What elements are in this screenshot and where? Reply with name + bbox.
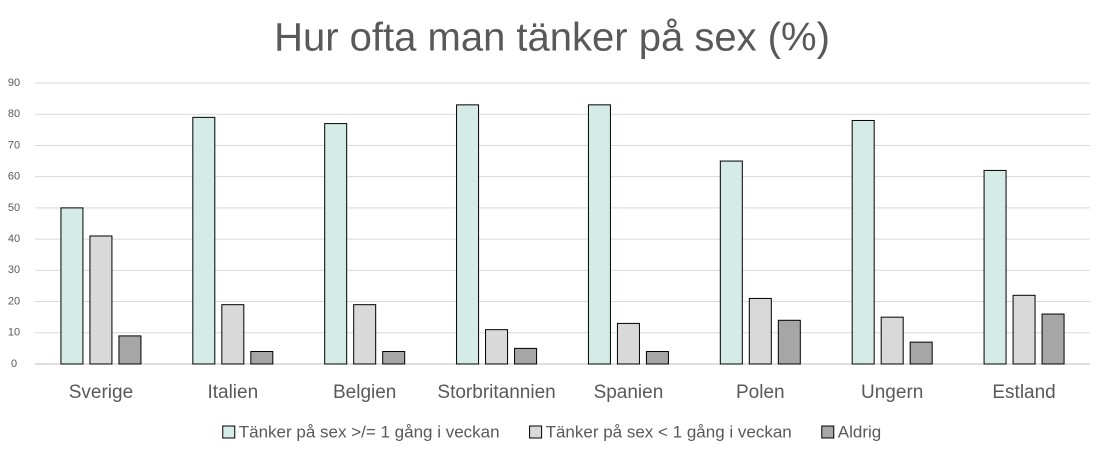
bar xyxy=(382,351,406,365)
y-tick-label: 10 xyxy=(8,327,20,339)
bar xyxy=(353,304,377,365)
legend-label: Tänker på sex >/= 1 gång i veckan xyxy=(239,422,500,441)
bar xyxy=(616,322,640,365)
bar xyxy=(118,335,142,365)
bar xyxy=(1041,313,1065,365)
y-tick-label: 50 xyxy=(8,202,20,214)
bar xyxy=(719,160,743,365)
bar xyxy=(851,119,875,365)
y-tick-label: 90 xyxy=(8,77,20,89)
bar xyxy=(587,104,611,365)
y-tick-label: 70 xyxy=(8,139,20,151)
x-tick-label: Sverige xyxy=(69,382,133,403)
bar xyxy=(324,123,348,365)
bar xyxy=(909,341,933,365)
bar xyxy=(60,207,84,365)
legend-label: Tänker på sex < 1 gång i veckan xyxy=(546,422,792,441)
x-tick-label: Spanien xyxy=(594,382,664,403)
legend-swatch xyxy=(529,425,543,439)
y-tick-label: 20 xyxy=(8,295,20,307)
bar xyxy=(1012,294,1036,365)
bar xyxy=(192,116,216,365)
y-tick-label: 0 xyxy=(11,358,17,370)
x-tick-label: Italien xyxy=(207,382,258,403)
x-tick-label: Polen xyxy=(736,382,785,403)
y-tick-label: 80 xyxy=(8,108,20,120)
bar xyxy=(514,347,538,365)
legend-label: Aldrig xyxy=(838,422,881,441)
chart-title: Hur ofta man tänker på sex (%) xyxy=(274,16,830,60)
bar xyxy=(250,351,274,365)
bar xyxy=(89,235,113,365)
bar xyxy=(748,297,772,365)
x-tick-label: Belgien xyxy=(333,382,396,403)
y-tick-label: 30 xyxy=(8,264,20,276)
y-tick-label: 60 xyxy=(8,171,20,183)
bar xyxy=(645,351,669,365)
bar xyxy=(456,104,480,365)
bar xyxy=(983,169,1007,365)
x-tick-label: Storbritannien xyxy=(437,382,555,403)
legend-swatch xyxy=(821,425,835,439)
x-tick-label: Estland xyxy=(992,382,1055,403)
legend-swatch xyxy=(222,425,236,439)
bar xyxy=(485,329,509,365)
bar xyxy=(880,316,904,365)
bar xyxy=(777,319,801,365)
y-tick-label: 40 xyxy=(8,233,20,245)
x-tick-label: Ungern xyxy=(861,382,923,403)
bar xyxy=(221,304,245,365)
